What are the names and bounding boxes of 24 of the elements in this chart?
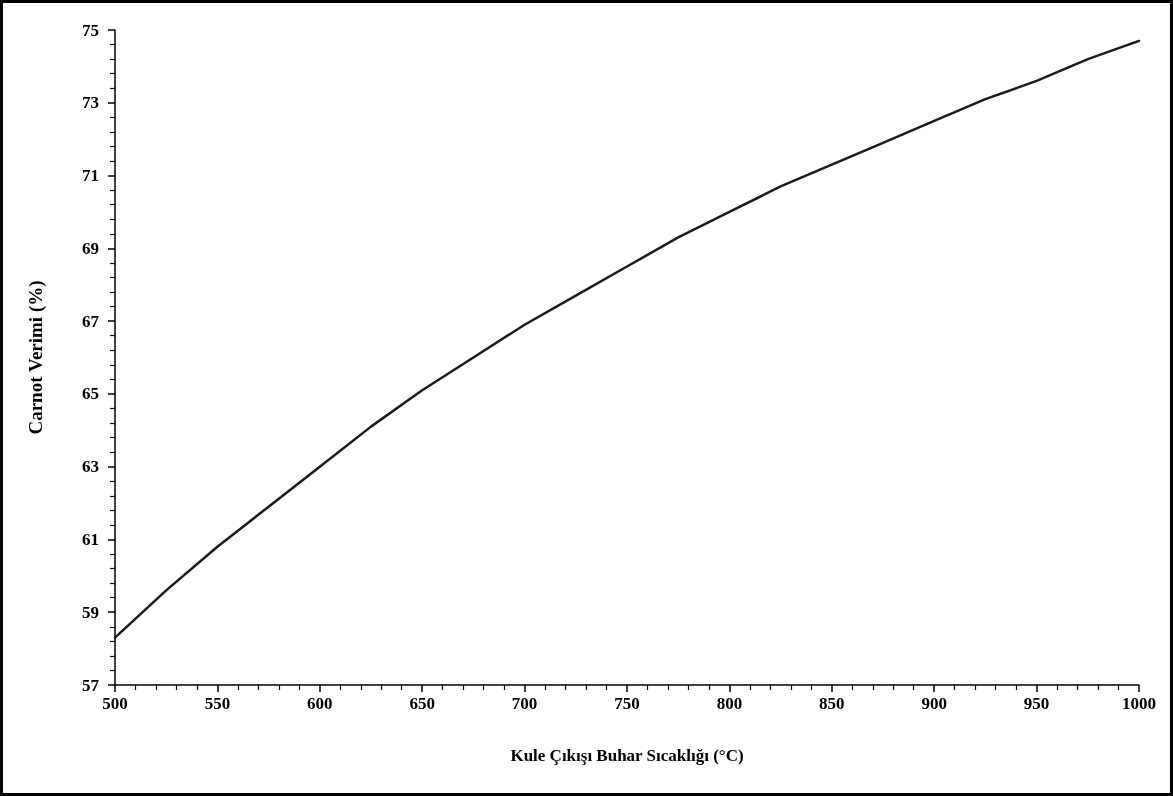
y-tick-label: 65 — [82, 384, 99, 404]
x-tick-label: 700 — [511, 694, 538, 713]
y-tick-label: 61 — [82, 529, 99, 549]
y-tick-label: 75 — [82, 20, 99, 40]
y-tick-label: 59 — [82, 602, 99, 622]
x-tick-label: 750 — [614, 694, 640, 713]
x-tick-label: 850 — [819, 694, 845, 713]
y-tick-label: 57 — [82, 675, 100, 695]
y-tick-label: 67 — [82, 311, 100, 331]
x-tick-label: 650 — [409, 694, 435, 713]
x-tick-label: 950 — [1023, 694, 1050, 713]
y-tick-label: 69 — [82, 238, 99, 258]
y-axis-title: Carnot Verimi (%) — [25, 280, 47, 435]
x-tick-label: 600 — [307, 694, 333, 713]
x-tick-label: 900 — [921, 694, 947, 713]
x-axis-title: Kule Çıkışı Buhar Sıcaklığı (°C) — [510, 746, 744, 765]
line-series — [113, 39, 1141, 639]
y-tick-label: 63 — [82, 457, 99, 477]
x-tick-label: 800 — [716, 694, 743, 713]
y-tick-label: 71 — [82, 166, 99, 186]
x-tick-label: 1000 — [1122, 694, 1156, 713]
x-tick-label: 500 — [102, 694, 128, 713]
y-tick-label: 73 — [82, 93, 99, 113]
x-tick-label: 550 — [204, 694, 231, 713]
